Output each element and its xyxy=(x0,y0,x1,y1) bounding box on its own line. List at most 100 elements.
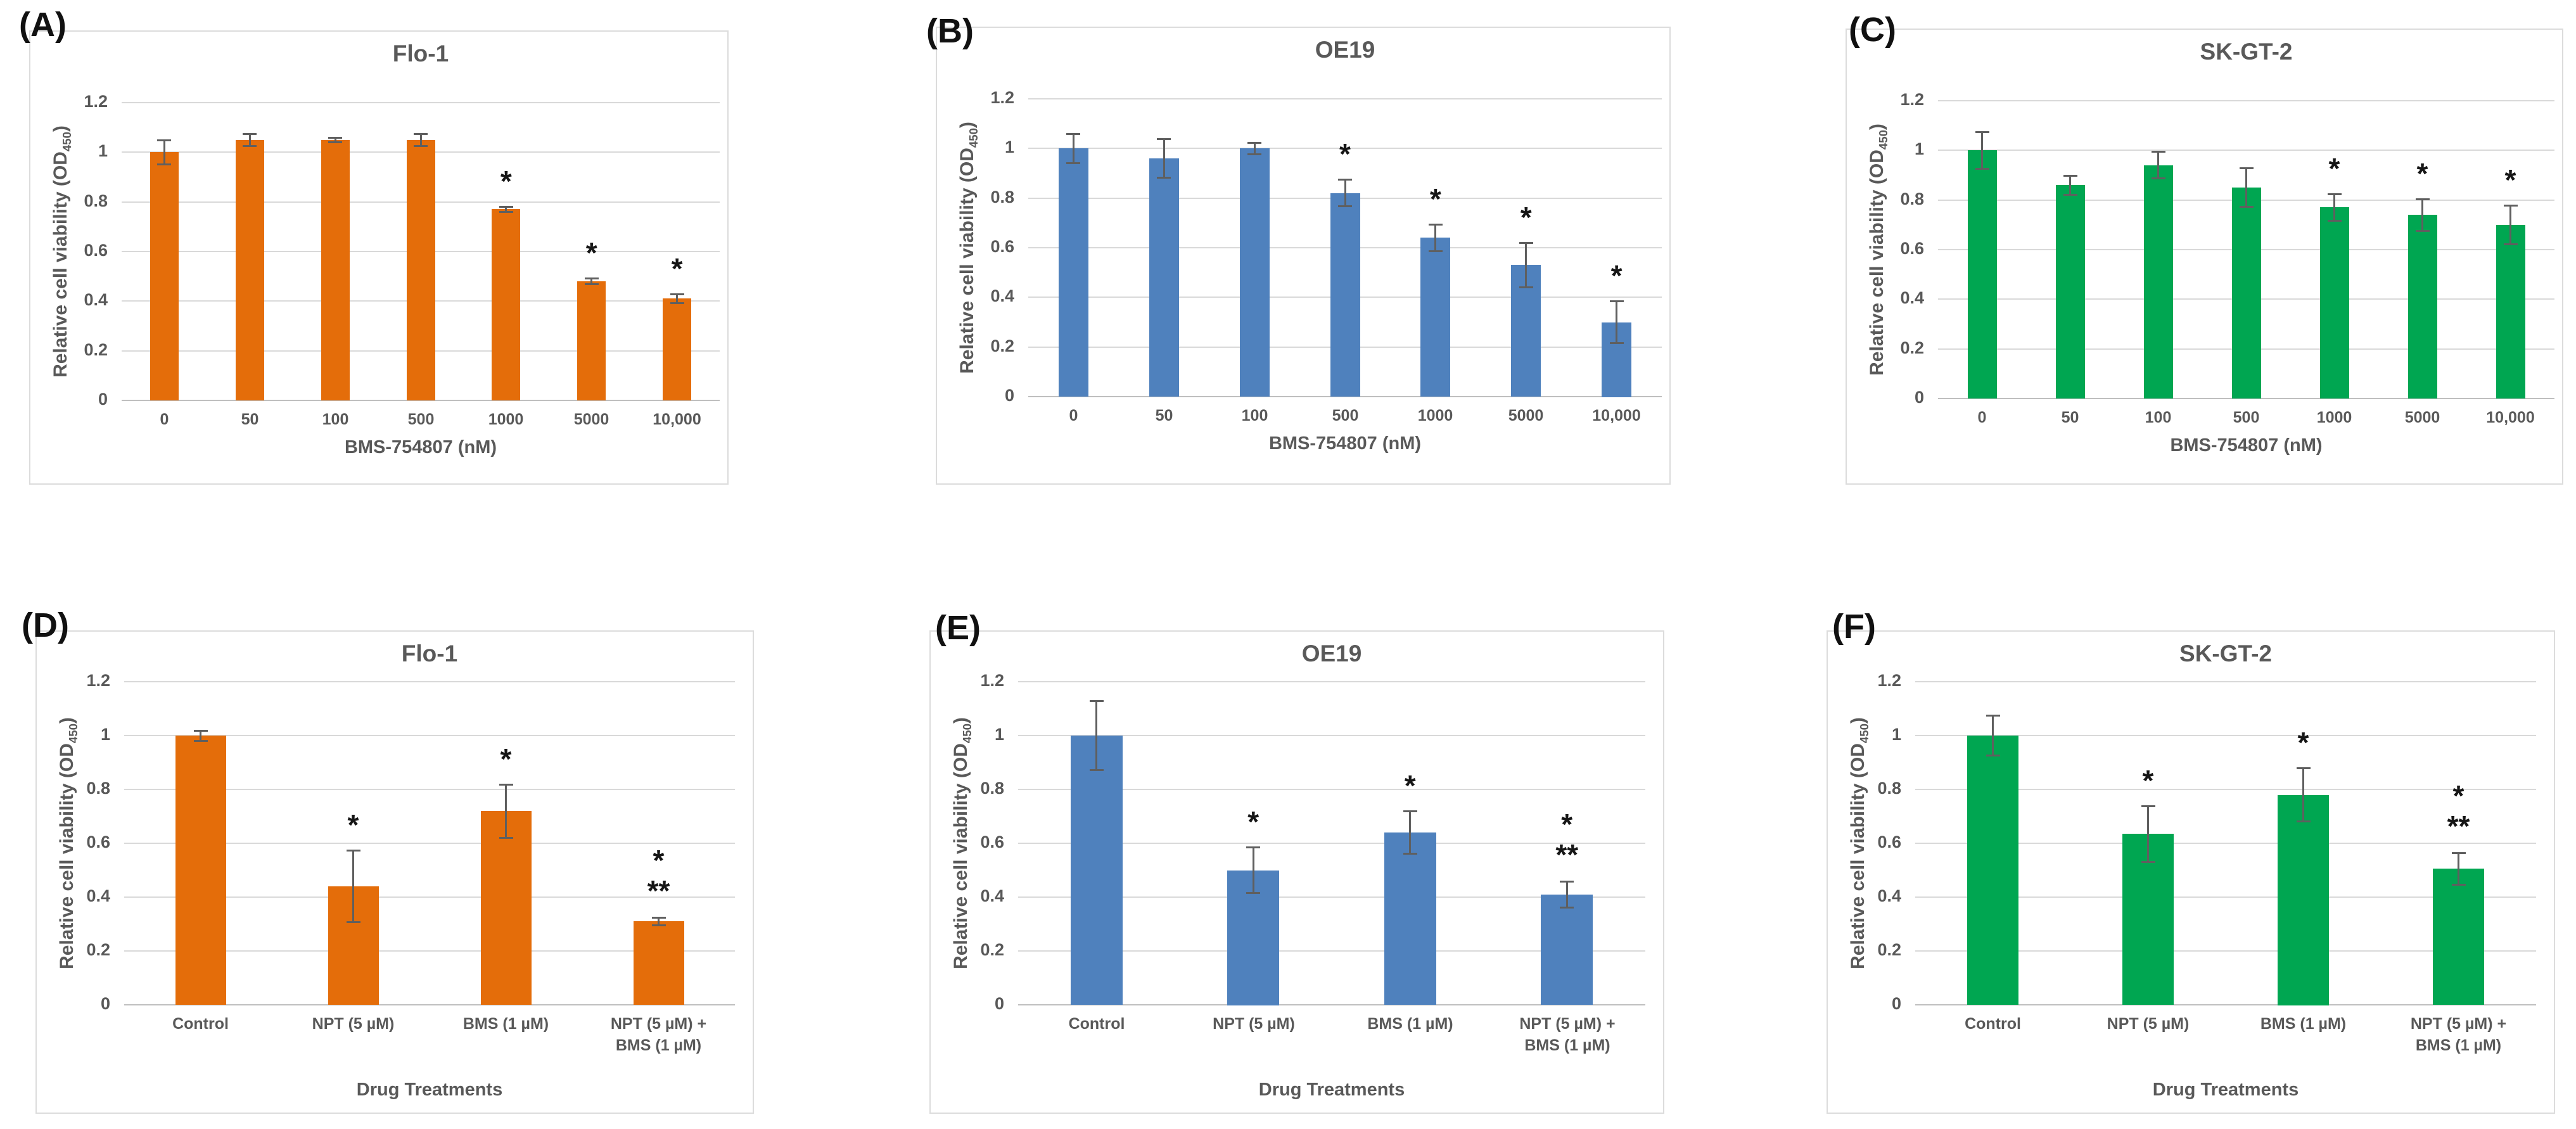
error-bar-cap xyxy=(2327,219,2342,222)
y-tick-label: 0 xyxy=(1004,386,1014,405)
error-bar-cap xyxy=(243,132,257,135)
error-bar-cap xyxy=(2151,151,2165,153)
error-bar-cap xyxy=(1066,162,1081,164)
x-axis-title: Drug Treatments xyxy=(1258,1080,1405,1100)
error-bar-cap xyxy=(1338,205,1352,208)
error-bar xyxy=(1565,881,1568,908)
gridline-0-8 xyxy=(124,789,735,790)
error-bar xyxy=(1072,133,1074,163)
y-tick-label: 0.6 xyxy=(990,237,1014,256)
error-bar-cap xyxy=(2415,198,2430,200)
x-tick-label: 100 xyxy=(2145,409,2172,426)
x-tick-label: 5000 xyxy=(1508,407,1544,424)
bar-f-4 xyxy=(2433,869,2484,1005)
y-tick-label: 1 xyxy=(1004,137,1014,157)
significance-marker: * xyxy=(2297,726,2309,759)
x-tick-label: 50 xyxy=(1155,407,1173,424)
significance-marker: * xyxy=(347,808,359,841)
error-bar xyxy=(419,133,422,146)
error-bar-cap xyxy=(1338,179,1352,181)
significance-marker: * ** xyxy=(1555,807,1579,871)
panel-d-chart xyxy=(35,630,754,1114)
error-bar xyxy=(2458,852,2459,885)
error-bar-cap xyxy=(499,211,513,214)
x-tick-label: NPT (5 µM) xyxy=(2107,1015,2190,1033)
gridline-1-2 xyxy=(1915,681,2536,682)
panel-a-title: Flo-1 xyxy=(392,41,449,67)
y-axis-title: Relative cell viability (OD450) xyxy=(950,717,974,969)
y-tick-label: 1.2 xyxy=(84,92,108,111)
y-tick-label: 1.2 xyxy=(980,671,1004,690)
panel-d-title: Flo-1 xyxy=(401,641,458,667)
y-tick-label: 0.2 xyxy=(1877,940,1901,959)
significance-marker: * xyxy=(1247,805,1259,839)
gridline-1-2 xyxy=(1938,100,2554,101)
bar-d-3 xyxy=(481,811,532,1005)
error-bar-cap xyxy=(1246,846,1261,849)
error-bar-cap xyxy=(1247,153,1262,156)
error-bar xyxy=(1525,243,1527,288)
x-tick-label: NPT (5 µM) + BMS (1 µM) xyxy=(1519,1015,1616,1054)
gridline-1-2 xyxy=(1028,98,1662,99)
error-bar-cap xyxy=(670,302,684,305)
y-tick-label: 0.2 xyxy=(86,940,110,959)
error-bar-cap xyxy=(2063,193,2077,196)
error-bar xyxy=(1616,301,1618,343)
x-tick-label: 500 xyxy=(1332,407,1359,424)
error-bar xyxy=(352,850,354,923)
panel-e-title: OE19 xyxy=(1301,641,1362,667)
x-tick-label: NPT (5 µM) xyxy=(312,1015,395,1033)
y-tick-label: 0.8 xyxy=(86,779,110,798)
bar-a-1 xyxy=(150,152,179,400)
error-bar xyxy=(1344,179,1346,207)
error-bar xyxy=(2147,805,2149,862)
error-bar-cap xyxy=(2151,177,2165,180)
y-tick-label: 0.2 xyxy=(1900,338,1924,357)
y-tick-label: 0.4 xyxy=(84,290,108,310)
error-bar-cap xyxy=(1157,137,1171,140)
x-axis-title: BMS-754807 (nM) xyxy=(344,437,497,457)
panel-e-label: (E) xyxy=(935,609,981,647)
x-tick-label: 10,000 xyxy=(1592,407,1641,424)
significance-marker: * xyxy=(500,742,512,775)
y-axis-title: Relative cell viability (OD450) xyxy=(56,717,80,969)
y-axis-title: Relative cell viability (OD450) xyxy=(1847,717,1871,969)
error-bar-cap xyxy=(414,144,428,147)
bar-c-1 xyxy=(1968,150,1997,399)
error-bar xyxy=(200,730,201,741)
error-bar-cap xyxy=(1157,177,1171,179)
error-bar xyxy=(1095,700,1098,771)
error-bar xyxy=(1252,847,1254,893)
error-bar xyxy=(2157,151,2159,179)
x-axis-title: Drug Treatments xyxy=(356,1080,503,1100)
x-tick-label: 0 xyxy=(160,411,169,428)
significance-marker: * xyxy=(1339,137,1351,171)
error-bar xyxy=(334,137,336,143)
gridline-1-2 xyxy=(1018,681,1645,682)
bar-b-3 xyxy=(1240,148,1270,397)
gridline-1 xyxy=(1938,150,2554,151)
gridline-0-2 xyxy=(1915,950,2536,952)
y-tick-label: 0.6 xyxy=(1900,239,1924,258)
error-bar-cap xyxy=(2451,852,2466,854)
x-tick-label: Control xyxy=(1965,1015,2021,1033)
gridline-0-8 xyxy=(1915,789,2536,790)
error-bar-cap xyxy=(2296,767,2311,769)
x-axis-title: BMS-754807 (nM) xyxy=(1268,433,1422,454)
x-tick-label: NPT (5 µM) xyxy=(1213,1015,1295,1033)
error-bar-cap xyxy=(1428,223,1443,226)
y-axis-title: Relative cell viability (OD450) xyxy=(50,125,73,378)
significance-marker: * xyxy=(671,252,683,285)
y-tick-label: 1.2 xyxy=(1877,671,1901,690)
y-tick-label: 1 xyxy=(98,141,108,161)
error-bar-cap xyxy=(1519,242,1533,245)
error-bar-cap xyxy=(1609,300,1624,303)
error-bar xyxy=(1434,224,1437,252)
x-tick-label: 1000 xyxy=(2316,409,2352,426)
error-bar-cap xyxy=(2503,243,2518,246)
error-bar-cap xyxy=(328,141,343,143)
error-bar xyxy=(2509,205,2511,245)
error-bar-cap xyxy=(2503,204,2518,207)
y-tick-label: 1 xyxy=(994,725,1004,744)
bar-a-4 xyxy=(407,140,435,400)
